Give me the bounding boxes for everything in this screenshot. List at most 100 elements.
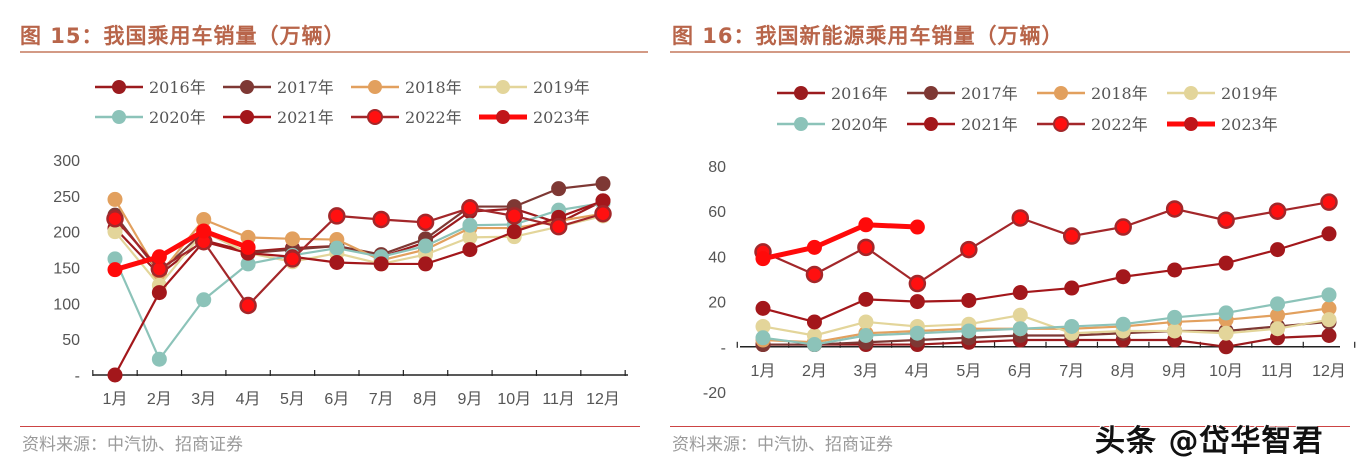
data-point bbox=[551, 181, 567, 197]
legend-item-2016年: 2016年 bbox=[777, 84, 888, 103]
data-point bbox=[1012, 307, 1028, 323]
legend-marker bbox=[496, 80, 510, 94]
x-tick-label: 6月 bbox=[324, 391, 349, 408]
data-point bbox=[418, 238, 434, 254]
legend-item-2017年: 2017年 bbox=[223, 78, 334, 97]
legend-label: 2016年 bbox=[831, 84, 888, 103]
legend-label: 2021年 bbox=[277, 108, 334, 127]
y-tick-label: 80 bbox=[708, 159, 726, 176]
x-tick-label: 11月 bbox=[1261, 363, 1294, 380]
x-tick-label: 7月 bbox=[1059, 363, 1084, 380]
series-2016年 bbox=[107, 193, 611, 283]
x-tick-label: 8月 bbox=[1111, 363, 1136, 380]
data-point bbox=[1321, 300, 1337, 316]
data-point bbox=[806, 239, 822, 255]
x-tick-label: 9月 bbox=[457, 391, 482, 408]
left-source-note: 资料来源：中汽协、招商证券 bbox=[22, 435, 243, 455]
x-tick-label: 12月 bbox=[1312, 363, 1346, 380]
series-line bbox=[114, 206, 604, 307]
data-point bbox=[1064, 280, 1080, 296]
data-point bbox=[107, 191, 123, 207]
legend-marker bbox=[367, 109, 383, 125]
legend-item-2017年: 2017年 bbox=[907, 84, 1018, 103]
data-point bbox=[1012, 321, 1028, 337]
car-sales-chart: 1月 2月 3月 4月 5月 6月 7月 8月 9月 10月 11月 12月 - 50 100 150 200 2… bbox=[53, 78, 628, 408]
legend-label: 2021年 bbox=[961, 115, 1018, 134]
data-point bbox=[1062, 227, 1081, 245]
data-point bbox=[858, 328, 874, 343]
series-line bbox=[763, 334, 1330, 348]
legend-marker bbox=[240, 80, 254, 94]
x-tick-label: 10月 bbox=[497, 391, 531, 408]
series-line bbox=[762, 222, 918, 262]
legend-label: 2022年 bbox=[405, 108, 462, 127]
data-point bbox=[858, 314, 874, 330]
series-line bbox=[114, 199, 604, 376]
legend-marker bbox=[240, 110, 254, 124]
legend-item-2019年: 2019年 bbox=[1167, 84, 1278, 103]
data-point bbox=[107, 262, 123, 278]
right-title-divider bbox=[670, 51, 1350, 53]
y-tick-label: 300 bbox=[53, 153, 80, 170]
data-point bbox=[418, 256, 434, 272]
legend-item-2018年: 2018年 bbox=[351, 78, 462, 97]
y-tick-label: 100 bbox=[53, 296, 80, 313]
legend-item-2021年: 2021年 bbox=[907, 115, 1018, 134]
legend-label: 2018年 bbox=[405, 78, 462, 97]
data-point bbox=[1115, 269, 1131, 285]
data-point bbox=[1270, 321, 1286, 337]
data-point bbox=[908, 274, 927, 293]
data-point bbox=[461, 199, 479, 217]
x-tick-label: 4月 bbox=[236, 391, 261, 408]
x-tick-label: 6月 bbox=[1008, 363, 1033, 380]
data-point bbox=[1270, 307, 1286, 323]
y-tick-label: 250 bbox=[53, 189, 80, 206]
legend-item-2019年: 2019年 bbox=[479, 78, 590, 97]
data-point bbox=[107, 251, 123, 267]
legend-marker bbox=[368, 80, 382, 94]
data-point bbox=[1321, 287, 1337, 303]
data-point bbox=[755, 251, 771, 267]
legend-item-2016年: 2016年 bbox=[95, 78, 206, 97]
data-point bbox=[239, 296, 257, 315]
y-tick-label: - bbox=[721, 340, 726, 357]
y-tick-label: -20 bbox=[703, 385, 726, 402]
y-tick-label: 200 bbox=[53, 225, 80, 242]
series-2022年 bbox=[106, 199, 612, 315]
legend-label: 2017年 bbox=[277, 78, 334, 97]
data-point bbox=[106, 210, 124, 228]
legend-marker bbox=[1184, 86, 1198, 100]
legend-item-2020年: 2020年 bbox=[777, 115, 888, 134]
series-2023年 bbox=[755, 217, 925, 267]
data-point bbox=[1064, 318, 1080, 334]
data-point bbox=[328, 207, 346, 225]
x-tick-label: 1月 bbox=[103, 391, 128, 408]
legend-label: 2019年 bbox=[533, 78, 590, 97]
data-point bbox=[858, 217, 874, 233]
x-tick-label: 3月 bbox=[853, 363, 878, 380]
data-point bbox=[1218, 325, 1234, 341]
data-point bbox=[1270, 242, 1286, 258]
legend-label: 2023年 bbox=[1221, 115, 1278, 134]
data-point bbox=[196, 211, 212, 227]
data-point bbox=[329, 254, 345, 270]
data-point bbox=[505, 207, 524, 225]
data-point bbox=[960, 240, 978, 259]
data-point bbox=[755, 300, 771, 316]
data-point bbox=[1167, 262, 1183, 278]
x-tick-label: 1月 bbox=[751, 363, 776, 380]
legend-marker bbox=[1054, 86, 1068, 100]
series-line bbox=[762, 201, 1330, 285]
data-point bbox=[1217, 211, 1235, 229]
legend-label: 2022年 bbox=[1091, 115, 1148, 134]
right-footer-divider bbox=[670, 426, 1350, 427]
x-tick-label: 12月 bbox=[586, 391, 620, 408]
data-point bbox=[549, 217, 568, 236]
data-point bbox=[151, 285, 167, 301]
data-point bbox=[151, 351, 167, 367]
data-point bbox=[284, 231, 300, 247]
legend-label: 2020年 bbox=[149, 108, 206, 127]
legend-label: 2016年 bbox=[149, 78, 206, 97]
legend-label: 2020年 bbox=[831, 115, 888, 134]
